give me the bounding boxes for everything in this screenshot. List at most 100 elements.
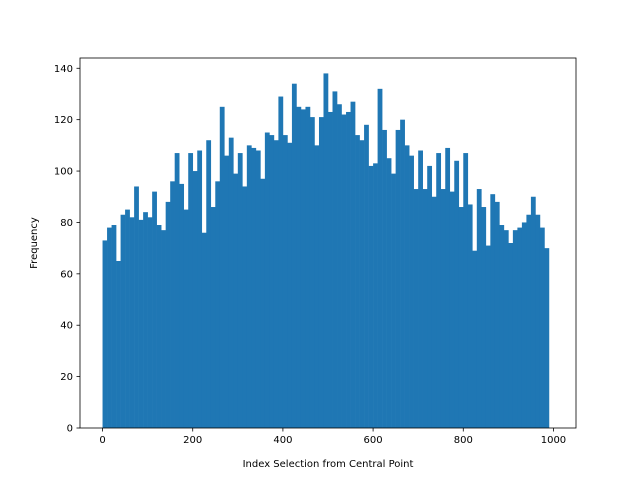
histogram-bar-34	[255, 150, 261, 428]
histogram-bar-15	[170, 181, 175, 428]
histogram-bar-29	[233, 173, 239, 428]
histogram-bar-42	[291, 83, 297, 428]
histogram-bar-11	[152, 191, 157, 428]
x-tick-label: 600	[364, 435, 383, 446]
histogram-bar-65	[395, 129, 401, 428]
histogram-bar-89	[503, 230, 509, 428]
histogram-bar-83	[476, 189, 482, 428]
histogram-bar-17	[179, 183, 185, 428]
y-tick-label: 120	[54, 115, 73, 126]
histogram-bar-67	[404, 145, 410, 428]
histogram-bar-93	[521, 222, 527, 428]
histogram-bar-4	[120, 214, 126, 428]
histogram-bar-35	[260, 178, 266, 428]
y-axis-label: Frequency	[29, 217, 40, 269]
histogram-bar-50	[328, 111, 333, 428]
histogram-bar-90	[508, 243, 514, 428]
histogram-bar-6	[129, 217, 135, 428]
y-tick-label: 100	[54, 167, 73, 178]
histogram-bar-74	[436, 153, 442, 428]
histogram-bar-52	[337, 104, 342, 428]
histogram-bar-7	[134, 186, 139, 428]
histogram-bar-14	[165, 201, 171, 428]
histogram-bar-20	[192, 171, 198, 429]
histogram-bar-85	[485, 245, 491, 428]
y-tick-label: 60	[60, 269, 73, 280]
histogram-bar-84	[481, 207, 487, 428]
histogram-bar-3	[116, 260, 121, 428]
histogram-bar-66	[400, 119, 405, 429]
histogram-bar-12	[156, 225, 162, 428]
histogram-bar-10	[147, 217, 153, 428]
histogram-bar-54	[346, 111, 351, 428]
histogram-bar-88	[499, 225, 505, 428]
histogram-bar-41	[287, 142, 293, 428]
histogram-bar-68	[409, 155, 414, 428]
histogram-bar-69	[413, 189, 419, 428]
histogram-bar-71	[422, 189, 428, 428]
histogram-bar-43	[296, 106, 302, 428]
histogram-bar-33	[251, 147, 257, 429]
histogram-bar-87	[494, 201, 500, 428]
histogram-bar-48	[318, 117, 324, 428]
histogram-bar-81	[467, 204, 473, 428]
x-tick-label: 200	[183, 435, 202, 446]
histogram-bar-55	[350, 101, 356, 429]
histogram-bar-91	[512, 230, 518, 428]
histogram-bar-0	[102, 240, 108, 428]
histogram-bar-97	[539, 227, 545, 428]
histogram-bar-61	[377, 88, 383, 428]
histogram-bar-56	[355, 135, 360, 429]
histogram-bar-38	[273, 140, 279, 428]
histogram-bar-22	[201, 232, 207, 428]
histogram-bar-64	[391, 173, 396, 428]
histogram-bar-21	[197, 150, 203, 428]
histogram-bar-86	[490, 194, 496, 428]
histogram-bar-94	[526, 214, 532, 428]
histogram-bar-92	[517, 227, 523, 428]
histogram-bar-18	[183, 209, 189, 428]
histogram-bar-44	[300, 109, 306, 428]
histogram-bar-95	[530, 196, 536, 428]
histogram-bar-53	[341, 114, 347, 429]
histogram-bar-51	[332, 91, 338, 429]
histogram-bar-72	[427, 165, 433, 428]
y-tick-label: 20	[60, 372, 73, 383]
histogram-bar-27	[224, 155, 230, 428]
histogram-bar-98	[544, 248, 550, 428]
histogram-bar-36	[264, 132, 270, 428]
x-tick-label: 1000	[541, 435, 566, 446]
histogram-bar-23	[206, 140, 212, 428]
histogram-bar-73	[431, 196, 437, 428]
histogram-bar-75	[440, 189, 446, 428]
y-tick-label: 80	[60, 218, 73, 229]
histogram-bar-39	[278, 96, 284, 429]
plot-frame	[79, 57, 577, 429]
histogram-bar-57	[359, 140, 365, 428]
x-axis-ticks: 0 200 400 600 800 1000	[99, 428, 566, 446]
histogram-bar-25	[215, 181, 221, 428]
histogram-bar-80	[463, 153, 469, 428]
histogram-bar-77	[449, 191, 455, 428]
y-tick-label: 140	[54, 64, 73, 75]
histogram-bar-79	[458, 207, 464, 428]
histogram-bar-76	[445, 147, 451, 429]
histogram-bar-60	[373, 163, 378, 428]
histogram-bar-28	[228, 137, 234, 428]
histogram-bar-26	[219, 106, 225, 428]
y-axis-ticks: 0 20 40 60 80 100 120 140	[54, 64, 80, 435]
histogram-bar-19	[188, 153, 194, 428]
histogram-bar-70	[418, 150, 423, 428]
x-tick-label: 800	[454, 435, 473, 446]
histogram-bar-40	[282, 135, 288, 429]
y-tick-label: 0	[67, 424, 73, 435]
histogram-bar-59	[368, 165, 374, 428]
histogram-bar-5	[125, 209, 130, 428]
histogram-bar-31	[242, 186, 248, 428]
histogram-bar-37	[269, 135, 275, 429]
histogram-bar-46	[309, 117, 315, 428]
histogram-bar-1	[107, 227, 112, 428]
histogram-bar-96	[535, 214, 541, 428]
histogram-bar-78	[454, 160, 460, 428]
